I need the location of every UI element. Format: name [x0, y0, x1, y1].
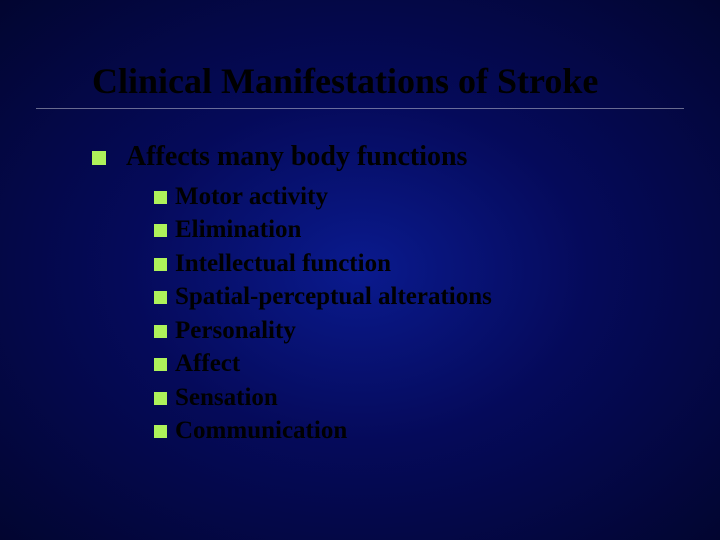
slide-title: Clinical Manifestations of Stroke [36, 62, 684, 102]
level2-text: Intellectual function [175, 248, 391, 281]
square-bullet-icon [154, 224, 167, 237]
title-region: Clinical Manifestations of Stroke [36, 48, 684, 109]
square-bullet-icon [154, 258, 167, 271]
bullet-level2-row: Elimination [154, 214, 670, 247]
level2-text: Motor activity [175, 181, 328, 214]
level2-text: Spatial-perceptual alterations [175, 281, 492, 314]
square-bullet-icon [154, 325, 167, 338]
bullet-level2-row: Sensation [154, 382, 670, 415]
level2-text: Elimination [175, 214, 301, 247]
slide-content: Affects many body functions Motor activi… [0, 109, 720, 448]
square-bullet-icon [154, 358, 167, 371]
level2-text: Affect [175, 348, 240, 381]
bullet-level2-row: Affect [154, 348, 670, 381]
bullet-level2-row: Motor activity [154, 181, 670, 214]
square-bullet-icon [154, 191, 167, 204]
bullet-level1-row: Affects many body functions [92, 139, 670, 175]
level2-text: Communication [175, 415, 347, 448]
bullet-level2-row: Personality [154, 315, 670, 348]
level1-text: Affects many body functions [126, 139, 467, 175]
square-bullet-icon [92, 151, 106, 165]
bullet-level2-row: Intellectual function [154, 248, 670, 281]
bullet-level2-row: Communication [154, 415, 670, 448]
square-bullet-icon [154, 425, 167, 438]
level2-text: Sensation [175, 382, 278, 415]
square-bullet-icon [154, 392, 167, 405]
level2-text: Personality [175, 315, 296, 348]
bullet-level2-row: Spatial-perceptual alterations [154, 281, 670, 314]
square-bullet-icon [154, 291, 167, 304]
